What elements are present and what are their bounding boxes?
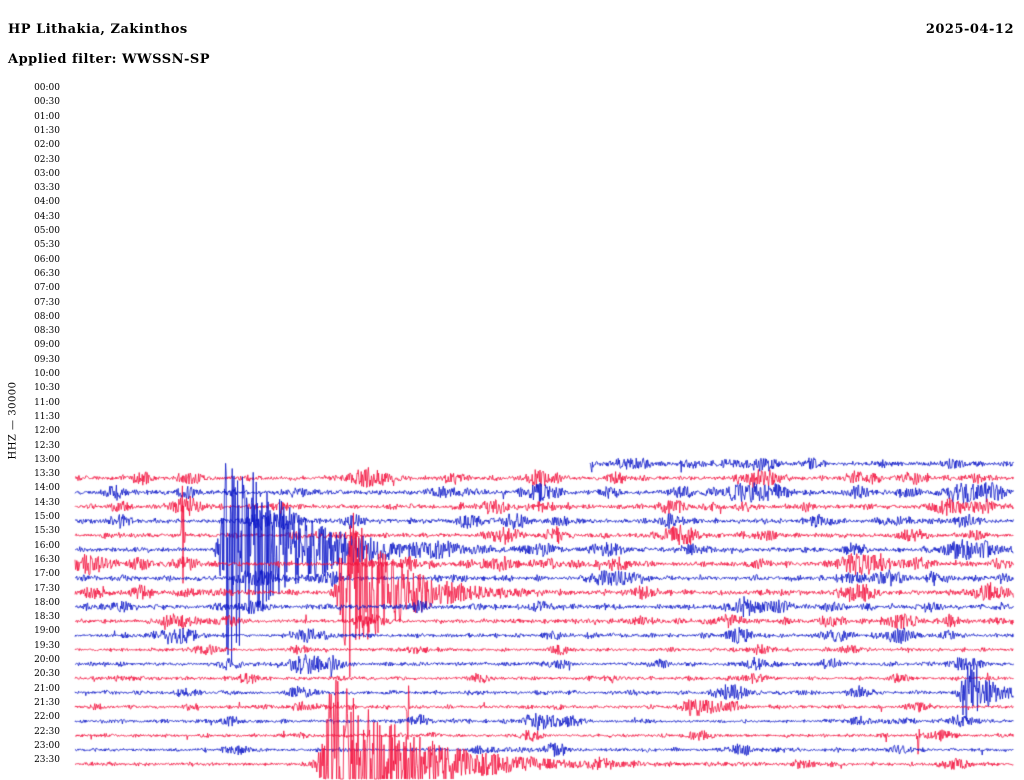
time-label: 18:00 (34, 597, 60, 608)
time-label: 11:00 (34, 397, 60, 408)
time-label: 03:30 (34, 183, 60, 194)
time-label: 10:30 (34, 383, 60, 394)
time-label: 09:30 (34, 354, 60, 365)
time-label: 00:30 (34, 97, 60, 108)
time-label: 03:00 (34, 168, 60, 179)
time-label: 02:30 (34, 154, 60, 165)
time-label: 16:30 (34, 554, 60, 565)
time-label: 22:30 (34, 726, 60, 737)
time-label: 15:30 (34, 526, 60, 537)
time-label: 12:00 (34, 426, 60, 437)
time-label: 20:00 (34, 655, 60, 665)
time-label: 08:00 (34, 311, 60, 322)
time-label: 21:30 (34, 697, 60, 708)
time-label: 13:00 (34, 454, 60, 465)
time-label: 14:00 (34, 483, 60, 494)
time-label: 04:30 (34, 211, 60, 222)
time-label: 20:30 (34, 669, 60, 680)
time-label: 06:30 (34, 268, 60, 279)
time-label: 11:30 (34, 411, 60, 422)
time-label: 02:00 (34, 140, 60, 151)
time-label: 16:00 (34, 540, 60, 551)
time-label: 05:00 (34, 226, 60, 236)
time-label: 07:30 (34, 297, 60, 308)
time-label: 17:00 (34, 569, 60, 580)
time-label: 23:30 (34, 755, 60, 766)
time-label: 14:30 (34, 497, 60, 508)
time-label: 01:30 (34, 125, 60, 136)
time-label: 21:00 (34, 683, 60, 694)
time-label: 18:30 (34, 612, 60, 623)
time-label: 10:00 (34, 369, 60, 379)
plot-date: 2025-04-12 (925, 22, 1014, 37)
time-label: 12:30 (34, 440, 60, 451)
time-label: 15:00 (34, 512, 60, 522)
time-label: 06:00 (34, 254, 60, 265)
time-label: 01:00 (34, 111, 60, 122)
channel-gain-label: HHZ — 30000 (7, 381, 19, 460)
time-label: 05:30 (34, 240, 60, 251)
time-label: 00:00 (34, 83, 60, 93)
applied-filter-label: Applied filter: WWSSN-SP (8, 52, 211, 67)
time-label: 09:00 (34, 340, 60, 351)
station-title: HP Lithakia, Zakinthos (8, 22, 188, 37)
time-label: 07:00 (34, 283, 60, 294)
time-label: 23:00 (34, 740, 60, 751)
time-label: 19:30 (34, 640, 60, 651)
time-label: 22:00 (34, 712, 60, 723)
time-label: 17:30 (34, 583, 60, 594)
time-label: 19:00 (34, 626, 60, 637)
time-label: 04:00 (34, 197, 60, 208)
time-label: 08:30 (34, 326, 60, 337)
time-axis: 00:00 00:30 01:00 01:30 02:00 02:30 03:00 03:30… (28, 0, 62, 780)
time-label: 13:30 (34, 469, 60, 480)
